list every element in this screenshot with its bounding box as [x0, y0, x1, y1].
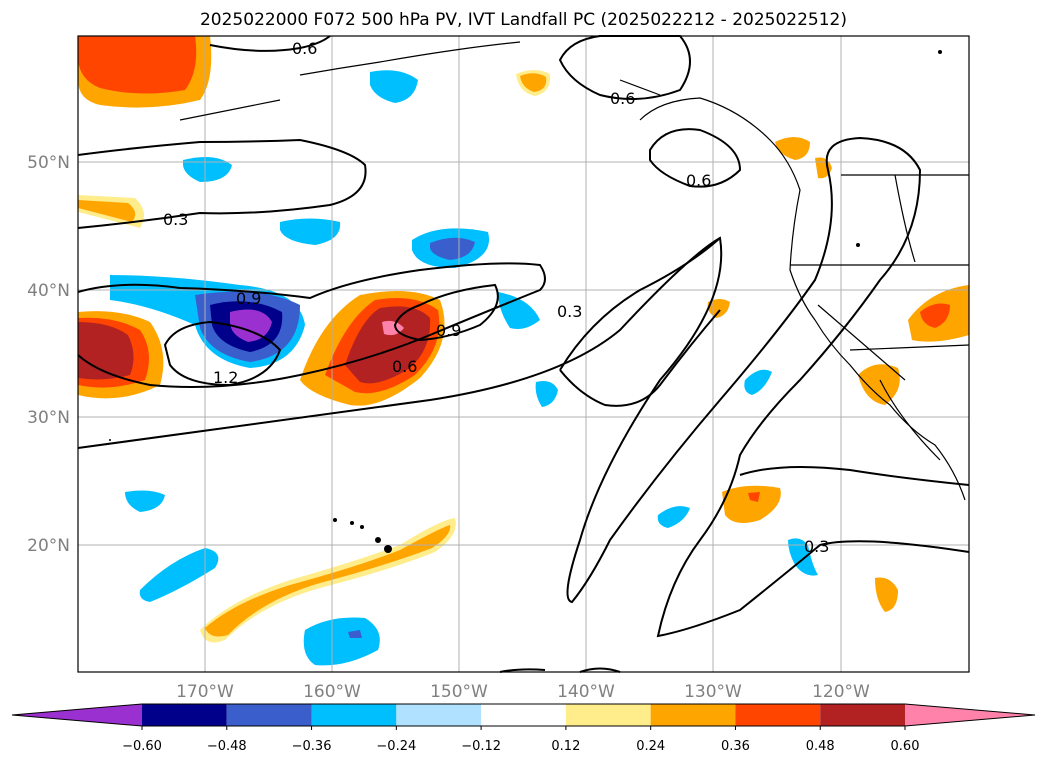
contour-label: 0.9 — [236, 289, 261, 308]
map-frame — [78, 36, 969, 672]
colorbar-tick-label: 0.48 — [806, 739, 835, 754]
colorbar-segment — [565, 704, 651, 726]
colorbar-segment — [820, 704, 905, 726]
colorbar-segment — [481, 704, 566, 726]
contour-label-group: 0.6 0.6 0.6 0.3 0.3 0.9 0.6 1.2 0.3 0.9 — [163, 39, 829, 556]
lon-label: 150°W — [430, 682, 488, 702]
colorbar-tick-label: 0.36 — [721, 739, 750, 754]
colorbar-tick-label: −0.36 — [292, 739, 332, 754]
colorbar: −0.60 −0.48 −0.36 −0.24 −0.12 0.12 0.24 0.36 0.4… — [11, 703, 1036, 754]
contour-label: 0.6 — [392, 357, 417, 376]
contour-label: 0.6 — [292, 39, 317, 58]
lon-label: 130°W — [684, 682, 742, 702]
contour-label: 0.9 — [436, 321, 461, 340]
colorbar-tick-label: −0.12 — [461, 739, 501, 754]
colorbar-tick-label: −0.60 — [122, 739, 162, 754]
colorbar-tick-label: −0.24 — [376, 739, 416, 754]
colorbar-tick-label: −0.48 — [207, 739, 247, 754]
lon-label: 140°W — [557, 682, 615, 702]
longitude-labels: 170°W 160°W 150°W 140°W 130°W 120°W — [176, 682, 870, 702]
colorbar-tick-label: 0.12 — [551, 739, 580, 754]
colorbar-tick-label: 0.24 — [636, 739, 665, 754]
colorbar-segment — [226, 704, 312, 726]
contour-label: 0.3 — [557, 302, 582, 321]
lat-label: 20°N — [27, 536, 70, 556]
colorbar-segment — [396, 704, 482, 726]
lat-label: 40°N — [27, 281, 70, 301]
colorbar-segment — [142, 704, 227, 726]
ivt-contours — [77, 35, 970, 673]
lat-label: 50°N — [27, 153, 70, 173]
map-border — [77, 35, 970, 673]
islands — [109, 50, 942, 553]
latitude-labels: 50°N 40°N 30°N 20°N — [27, 153, 70, 556]
contour-label: 0.3 — [804, 537, 829, 556]
contour-label: 0.3 — [163, 210, 188, 229]
colorbar-segment — [650, 704, 736, 726]
gridlines — [78, 36, 969, 672]
colorbar-extend-low — [12, 704, 142, 726]
colorbar-tick-label: 0.60 — [891, 739, 920, 754]
colorbar-segment — [735, 704, 821, 726]
map-title: 2025022000 F072 500 hPa PV, IVT Landfall… — [199, 10, 847, 30]
lon-label: 170°W — [176, 682, 234, 702]
contour-label: 0.6 — [686, 171, 711, 190]
lon-label: 160°W — [303, 682, 361, 702]
lon-label: 120°W — [812, 682, 870, 702]
lat-label: 30°N — [27, 408, 70, 428]
colorbar-segment — [311, 704, 397, 726]
contour-label: 0.6 — [610, 89, 635, 108]
colorbar-extend-high — [905, 704, 1035, 726]
contour-label: 1.2 — [213, 368, 238, 387]
